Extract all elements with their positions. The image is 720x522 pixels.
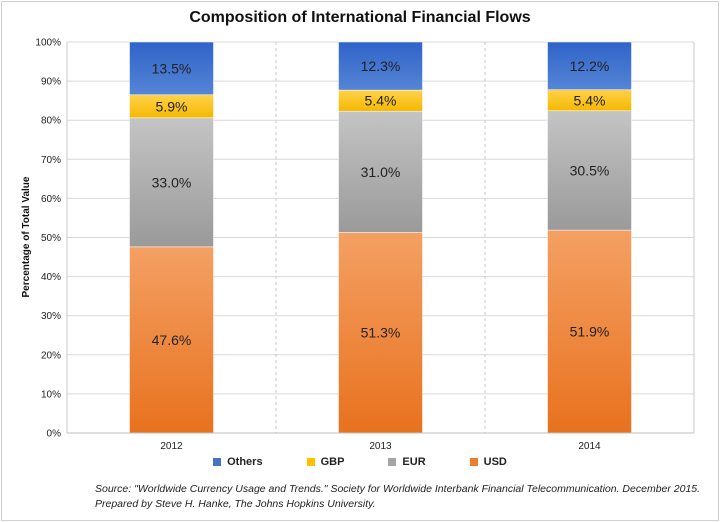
y-tick-label: 20% — [41, 350, 61, 361]
legend-item-usd: USD — [469, 456, 507, 468]
data-label-gbp-2013: 5.4% — [365, 93, 397, 109]
y-tick-label: 50% — [41, 233, 61, 244]
bar-usd-2014 — [547, 229, 632, 434]
y-tick-label: 100% — [35, 38, 61, 49]
data-label-gbp-2014: 5.4% — [574, 92, 606, 108]
bar-others-2014 — [547, 41, 632, 90]
y-tick-label: 70% — [41, 155, 61, 166]
data-label-usd-2014: 51.9% — [570, 324, 610, 340]
chart-title: Composition of International Financial F… — [189, 9, 531, 26]
axes: 0% 10% 20% 30% 40% 50% 60% 70% 80% 90% 100% 2012 201… — [35, 38, 694, 452]
data-label-others-2013: 12.3% — [361, 58, 401, 74]
legend-swatch — [306, 458, 315, 466]
data-label-eur-2013: 31.0% — [361, 164, 401, 180]
y-axis-label: Percentage of Total Value — [21, 176, 32, 297]
bar-eur-2012 — [129, 117, 214, 248]
legend-swatch — [388, 458, 397, 466]
legend-item-eur: EUR — [388, 456, 426, 468]
legend-item-others: Others — [213, 456, 263, 468]
data-label-eur-2014: 30.5% — [570, 162, 610, 178]
bar-others-2012 — [129, 41, 214, 96]
x-tick-label: 2014 — [578, 441, 601, 452]
legend-label: USD — [483, 456, 507, 468]
y-tick-label: 60% — [41, 194, 61, 205]
y-tick-label: 40% — [41, 272, 61, 283]
y-tick-label: 10% — [41, 389, 61, 400]
source-note: Source: "Worldwide Currency Usage and Tr… — [95, 482, 705, 512]
source-line-1: Source: "Worldwide Currency Usage and Tr… — [95, 483, 701, 495]
y-tick-label: 0% — [47, 429, 62, 440]
data-label-usd-2012: 47.6% — [152, 332, 192, 348]
data-label-eur-2012: 33.0% — [152, 174, 192, 190]
x-tick-label: 2012 — [160, 441, 183, 452]
y-tick-label: 30% — [41, 311, 61, 322]
data-label-usd-2013: 51.3% — [361, 325, 401, 341]
legend-label: EUR — [402, 456, 426, 468]
y-tick-label: 90% — [41, 77, 61, 88]
bar-others-2013 — [338, 41, 423, 91]
y-tick-label: 80% — [41, 116, 61, 127]
legend-label: Others — [227, 456, 263, 468]
data-label-gbp-2012: 5.9% — [156, 98, 188, 114]
bar-eur-2013 — [338, 110, 423, 233]
legend-swatch — [213, 458, 222, 466]
data-label-others-2012: 13.5% — [152, 60, 192, 76]
legend-item-gbp: GBP — [306, 456, 345, 468]
bar-eur-2014 — [547, 110, 632, 231]
segment-labels: 47.6% 33.0% 5.9% 13.5% 51.3% 31.0% 5.4% 12.3% 51… — [152, 58, 610, 348]
legend-label: GBP — [320, 456, 345, 468]
legend: Others GBP EUR USD — [0, 456, 720, 468]
data-label-others-2014: 12.2% — [570, 58, 610, 74]
x-tick-label: 2013 — [369, 441, 392, 452]
source-line-2: Prepared by Steve H. Hanke, The Johns Ho… — [95, 498, 376, 510]
legend-swatch — [469, 458, 478, 466]
